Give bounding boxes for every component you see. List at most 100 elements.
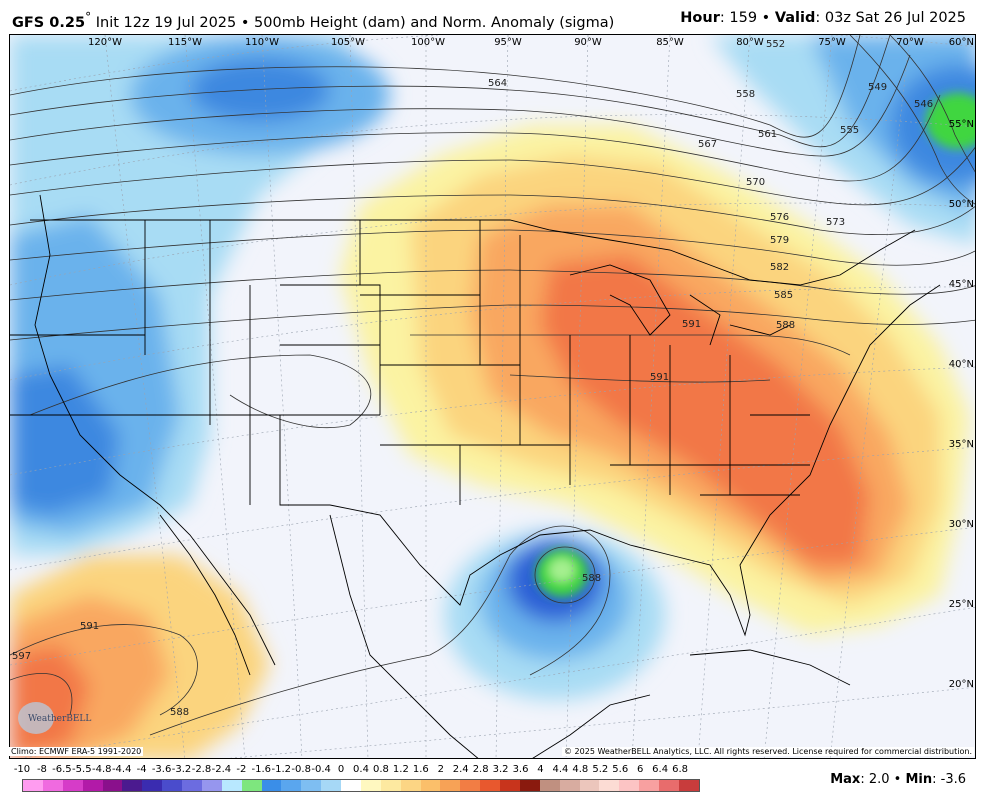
parallel [10, 286, 975, 381]
weatherbell-logo: WeatherBELL [14, 698, 98, 738]
colorbar-swatch [221, 780, 242, 791]
gulf-low-center [536, 93, 975, 597]
lon-label: 115°W [168, 37, 202, 48]
hour-value: : 159 • [719, 10, 775, 26]
height-contour [10, 304, 975, 341]
contour-label: 579 [770, 235, 789, 246]
colorbar-label: -1.2 [271, 764, 291, 775]
meridian [261, 35, 303, 758]
colorbar-label: -10 [13, 764, 31, 775]
colorbar-swatch [559, 780, 580, 791]
colorbar-label: -3.2 [171, 764, 192, 775]
colorbar-swatch [341, 780, 361, 791]
height-contour [10, 35, 891, 148]
contour-label: 561 [758, 129, 777, 140]
colorbar-label: -5.5 [72, 764, 92, 775]
model-name: GFS 0.25 [12, 14, 86, 31]
contour-label: 588 [170, 707, 189, 718]
height-contours [10, 35, 975, 736]
colorbar-labels: -10 -8 -6.5 -5.5 -4.8 -4.4 -4 -3.6 -3.2 -2.8 -2.4-… [0, 764, 984, 778]
contour-label: 591 [80, 621, 99, 632]
colorbar-label: 2 [437, 764, 444, 775]
lon-label: 90°W [574, 37, 602, 48]
colorbar-swatch [62, 780, 83, 791]
contour-labels: 564 558 552 549 546 561 555 567 570 576 … [12, 39, 933, 718]
colorbar-label: 3.6 [512, 764, 529, 775]
colorbar-swatch [241, 780, 262, 791]
colorbar-label: 5.6 [612, 764, 629, 775]
lon-label: 120°W [88, 37, 122, 48]
contour-label: 573 [826, 217, 845, 228]
gulf-coast [329, 284, 941, 637]
contour-label: 558 [736, 89, 755, 100]
colorbar-label: -2.4 [211, 764, 232, 775]
colorbar-swatch [599, 780, 620, 791]
height-contour [849, 35, 975, 205]
state-line [144, 220, 810, 505]
colorbar-label: -0.4 [311, 764, 331, 775]
mexico-coast [329, 514, 479, 758]
colorbar-label: -4.8 [91, 764, 112, 775]
colorbar-swatch [281, 780, 302, 791]
lon-label: 75°W [818, 37, 846, 48]
central-positive-anomaly-max [540, 255, 870, 565]
height-contour [889, 35, 975, 173]
political-boundaries [10, 194, 941, 758]
colorbar-swatch [659, 780, 679, 791]
height-contour [10, 194, 975, 236]
colorbar-label: 6.4 [652, 764, 669, 775]
colorbar-swatch [122, 780, 143, 791]
yucatan [532, 694, 651, 758]
contour-label: 582 [770, 262, 789, 273]
height-contour [10, 673, 73, 716]
weather-map: 120°W 115°W 110°W 105°W 100°W 95°W 90°W … [9, 34, 976, 759]
state-line [10, 334, 330, 506]
colorbar-label: -6.5 [52, 764, 72, 775]
contour-label: 555 [840, 125, 859, 136]
colorbar-swatch [519, 780, 540, 791]
colorbar-swatch [23, 780, 43, 791]
colorbar-label: -8 [36, 764, 47, 775]
max-label: Max [830, 772, 861, 787]
colorbar-swatch [420, 780, 441, 791]
colorbar-swatch [301, 780, 322, 791]
northeast-green-core [926, 93, 975, 149]
lat-label: 25°N [949, 599, 974, 610]
colorbar-swatch [42, 780, 63, 791]
max-value: : 2.0 • [860, 772, 906, 787]
init-description: Init 12z 19 Jul 2025 • 500mb Height (dam… [91, 14, 615, 31]
lon-label: 80°W [736, 37, 764, 48]
contour-label: 546 [914, 99, 933, 110]
meridian [495, 35, 509, 758]
meridian [631, 35, 671, 758]
climo-note: Climo: ECMWF ERA-5 1991-2020 [9, 747, 144, 756]
copyright-note: © 2025 WeatherBELL Analytics, LLC. All r… [562, 747, 974, 756]
lon-label: 110°W [245, 37, 279, 48]
contour-label: 591 [682, 319, 701, 330]
height-contour [149, 525, 611, 736]
forecast-time: Hour: 159 • Valid: 03z Sat 26 Jul 2025 [680, 10, 966, 26]
colorbar-label: 6 [636, 764, 644, 775]
lat-label: 55°N [949, 119, 974, 130]
meridian [184, 35, 246, 758]
parallel [10, 114, 975, 186]
colorbar-swatch [440, 780, 461, 791]
colorbar-swatch [639, 780, 659, 791]
colorbar-label: 4.8 [572, 764, 589, 775]
height-contour [10, 624, 198, 716]
colorbar-swatch [480, 780, 500, 791]
logo-text: WeatherBELL [28, 714, 91, 724]
colorbar-label: 0.8 [372, 764, 389, 775]
colorbar-label: -3.6 [151, 764, 172, 775]
contour-label: 552 [766, 39, 785, 50]
colorbar-label: 2.8 [472, 764, 489, 775]
colorbar-swatch [579, 780, 600, 791]
height-contour [10, 146, 975, 206]
contour-label: 567 [698, 139, 717, 150]
colorbar-swatch [201, 780, 222, 791]
contour-label: 588 [582, 573, 601, 584]
colorbar-label: 6.8 [672, 764, 688, 775]
height-contour [29, 354, 372, 429]
colorbar-swatch [360, 780, 381, 791]
colorbar-label: 1.6 [412, 764, 429, 775]
